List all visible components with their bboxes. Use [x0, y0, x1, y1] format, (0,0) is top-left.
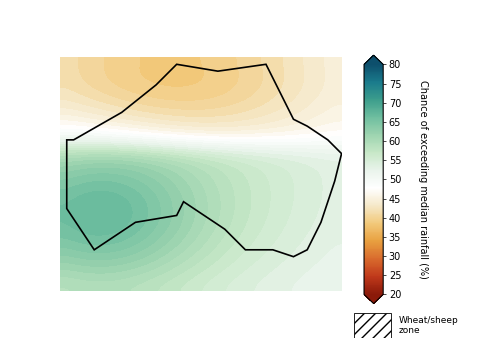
PathPatch shape	[364, 294, 383, 304]
Y-axis label: Chance of exceeding median rainfall (%): Chance of exceeding median rainfall (%)	[418, 80, 428, 279]
FancyBboxPatch shape	[354, 313, 391, 338]
PathPatch shape	[364, 55, 383, 65]
Text: Wheat/sheep
zone: Wheat/sheep zone	[399, 316, 458, 335]
